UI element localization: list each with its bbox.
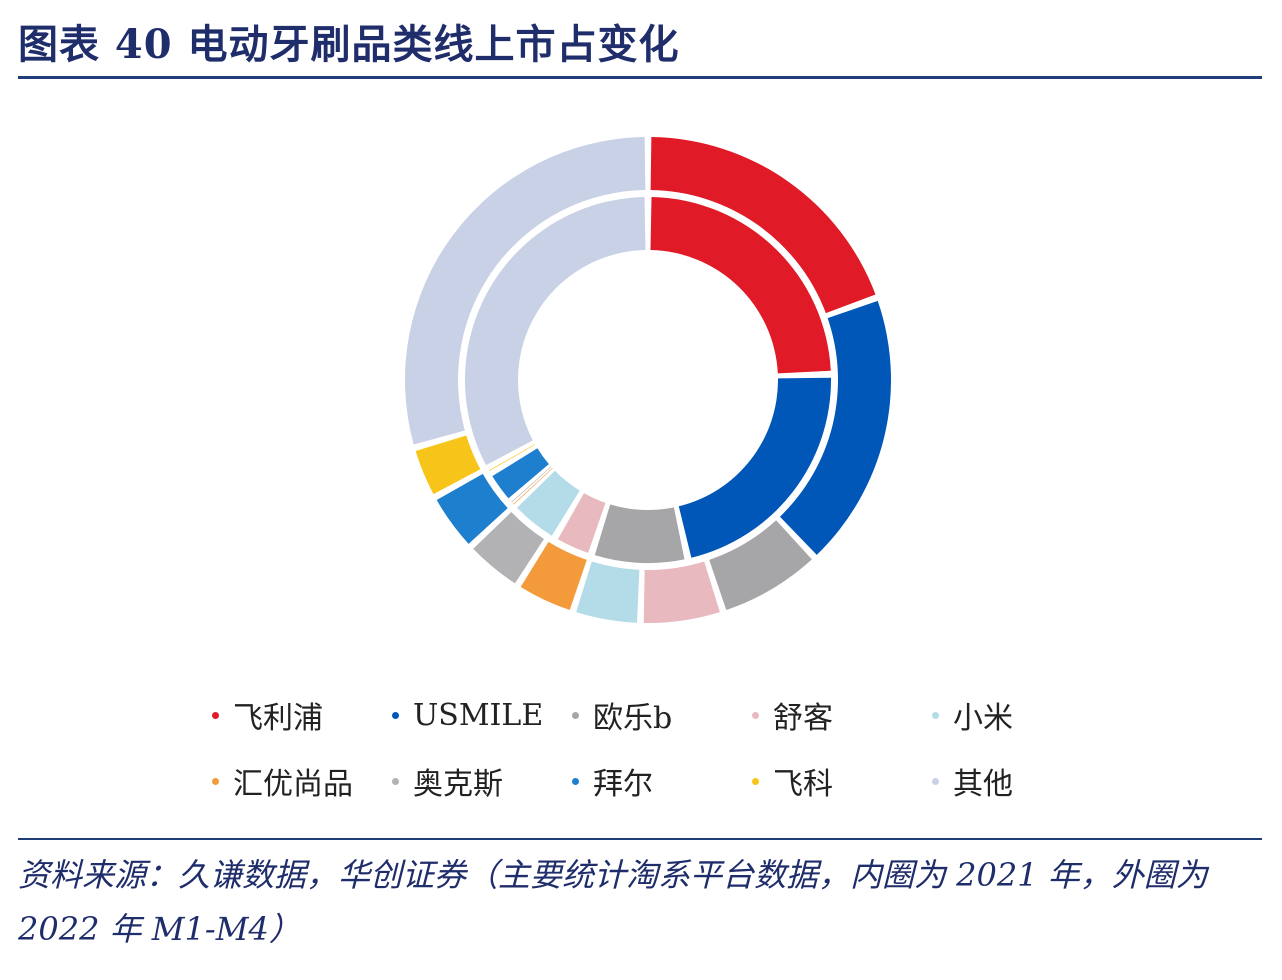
inner-slice-5 <box>513 468 553 505</box>
legend-label-shuke: 舒客 <box>773 701 833 736</box>
outer-slice-6 <box>473 511 544 584</box>
legend-dot-oralb <box>572 711 579 719</box>
legend-dot-feike <box>752 777 759 785</box>
inner-slice-6 <box>511 466 552 503</box>
inner-slice-3 <box>557 493 606 553</box>
legend-label-usmile: USMILE <box>413 697 544 733</box>
legend-item-feike: 飞科 <box>752 756 833 806</box>
outer-slice-0 <box>650 137 876 314</box>
inner-slice-7 <box>492 448 549 499</box>
inner-slice-9 <box>465 197 646 466</box>
legend-dot-aux <box>392 777 399 785</box>
legend-item-others: 其他 <box>932 756 1013 806</box>
inner-slice-2 <box>594 504 685 564</box>
outer-ring-2022 <box>404 137 891 623</box>
legend-label-philips: 飞利浦 <box>233 701 323 736</box>
legend-row-2: 汇优尚品 奥克斯 拜尔 飞科 其他 <box>212 756 1072 806</box>
legend-label-huiyou: 汇优尚品 <box>233 767 353 802</box>
inner-slice-4 <box>517 470 580 536</box>
legend-dot-philips <box>212 711 219 719</box>
legend-item-shuke: 舒客 <box>752 690 833 740</box>
legend-item-oralb: 欧乐b <box>572 690 672 740</box>
inner-slice-1 <box>678 377 832 558</box>
outer-slice-9 <box>404 137 646 445</box>
title-rule <box>18 76 1262 79</box>
legend-item-usmile: USMILE <box>392 690 543 740</box>
legend-item-huiyou: 汇优尚品 <box>212 756 353 806</box>
legend-item-aux: 奥克斯 <box>392 756 503 806</box>
outer-slice-7 <box>436 473 508 544</box>
legend-row-1: 飞利浦 USMILE 欧乐b 舒客 小米 <box>212 690 1072 740</box>
legend-label-baier: 拜尔 <box>593 767 653 802</box>
legend-dot-usmile <box>392 711 399 719</box>
source-note: 资料来源：久谦数据，华创证券（主要统计淘系平台数据，内圈为 2021 年，外圈为… <box>18 856 1208 948</box>
legend-dot-shuke <box>752 711 759 719</box>
legend-dot-huiyou <box>212 777 219 785</box>
legend-label-aux: 奥克斯 <box>413 767 503 802</box>
inner-slice-8 <box>488 444 536 471</box>
inner-slice-0 <box>650 197 831 374</box>
legend-item-philips: 飞利浦 <box>212 690 323 740</box>
donut-chart <box>404 137 891 623</box>
outer-slice-8 <box>415 435 481 495</box>
outer-slice-5 <box>520 541 587 611</box>
outer-slice-3 <box>643 561 720 623</box>
legend-dot-baier <box>572 777 579 785</box>
legend-label-oralb: 欧乐b <box>593 701 673 736</box>
legend-dot-xiaomi <box>932 711 939 719</box>
legend-dot-others <box>932 777 939 785</box>
legend-item-baier: 拜尔 <box>572 756 653 806</box>
legend-label-others: 其他 <box>953 767 1013 802</box>
outer-slice-2 <box>709 520 812 611</box>
outer-slice-4 <box>576 561 640 623</box>
legend-item-xiaomi: 小米 <box>932 690 1013 740</box>
legend-label-xiaomi: 小米 <box>953 701 1013 736</box>
legend-label-feike: 飞科 <box>773 767 833 802</box>
inner-ring-2021 <box>465 197 832 564</box>
source-rule <box>18 838 1262 840</box>
outer-slice-1 <box>779 300 891 555</box>
chart-title: 图表 40 电动牙刷品类线上市占变化 <box>18 21 680 68</box>
